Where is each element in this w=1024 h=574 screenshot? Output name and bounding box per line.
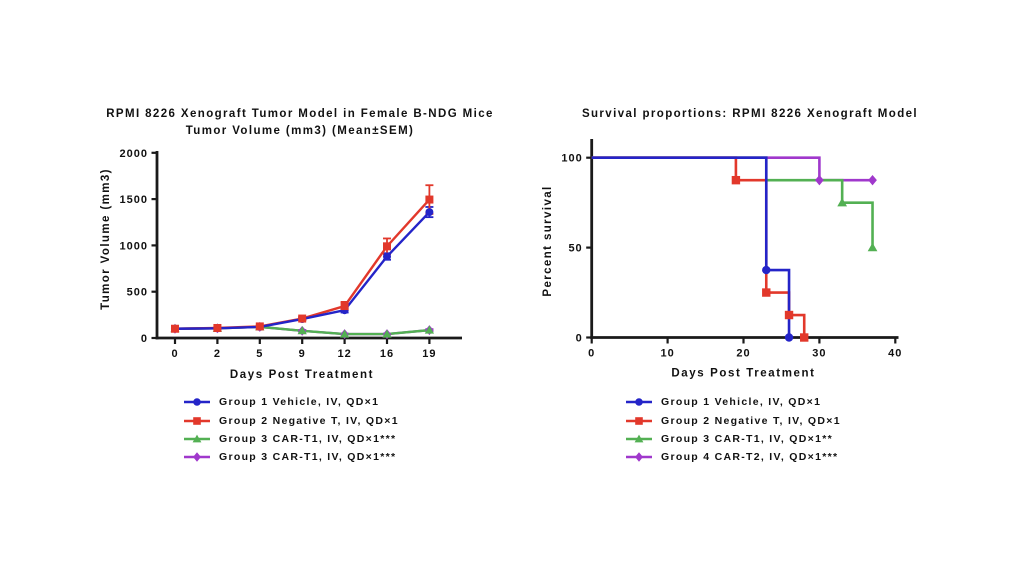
group1-legend-marker-icon: [626, 398, 652, 406]
square-marker: [340, 302, 349, 311]
square-marker: [298, 314, 307, 323]
group4-legend-marker-icon: [184, 452, 210, 463]
survival-plot: 0 50 100 0 10 20 30 40 Days Post Treatment Percen…: [542, 139, 902, 380]
series-line: [174, 211, 431, 330]
legend-item: Group 3 CAR-T1, IV, QD×1***: [183, 448, 399, 466]
square-marker: [425, 195, 434, 204]
square-marker: [193, 416, 201, 425]
circle-marker: [784, 333, 794, 342]
x-tick-label: 9: [299, 348, 306, 360]
x-tick-label: 19: [422, 348, 436, 360]
triangle-marker: [424, 325, 435, 334]
legend-label: Group 1 Vehicle, IV, QD×1: [219, 396, 380, 409]
circle-marker: [635, 398, 643, 406]
survival-step-line: [591, 156, 874, 248]
chart-title: Survival proportions: RPMI 8226 Xenograf…: [530, 100, 970, 123]
y-axis-label: Percent survival: [542, 185, 554, 296]
legend-label: Group 3 CAR-T1, IV, QD×1***: [219, 451, 397, 464]
legend-label: Group 4 CAR-T2, IV, QD×1***: [661, 451, 839, 464]
legend-item: Group 1 Vehicle, IV, QD×1: [183, 393, 399, 411]
circle-marker: [762, 265, 771, 275]
x-axis-label: Days Post Treatment: [230, 369, 374, 381]
triangle-marker: [634, 434, 644, 443]
x-tick-label: 20: [736, 348, 750, 360]
x-tick-label: 40: [888, 348, 902, 360]
tumor-volume-legend: Group 1 Vehicle, IV, QD×1 Group 2 Negati…: [183, 393, 399, 467]
square-marker: [800, 333, 809, 342]
y-tick-label: 1000: [120, 240, 148, 252]
y-tick-label: 50: [568, 243, 582, 255]
x-tick-label: 30: [812, 348, 826, 360]
x-axis-label: Days Post Treatment: [671, 368, 815, 380]
survival-chart: Survival proportions: RPMI 8226 Xenograf…: [530, 100, 970, 480]
square-marker: [731, 175, 741, 185]
x-tick-label: 2: [214, 348, 221, 360]
triangle-marker: [382, 329, 392, 338]
circle-marker: [193, 398, 201, 406]
y-tick-label: 2000: [120, 148, 148, 160]
survival-step-line: [591, 156, 806, 338]
series-line: [174, 198, 431, 330]
x-tick-label: 5: [256, 348, 263, 360]
chart-title: RPMI 8226 Xenograft Tumor Model in Femal…: [60, 100, 540, 140]
survival-legend: Group 1 Vehicle, IV, QD×1 Group 2 Negati…: [625, 393, 841, 467]
tumor-volume-plot: 0 500 1000 1500 2000 0 2 5 9 12 16 19 Days Post Trea…: [100, 148, 462, 381]
legend-item: Group 2 Negative T, IV, QD×1: [625, 411, 841, 429]
legend-item: Group 1 Vehicle, IV, QD×1: [625, 393, 841, 411]
y-axis-label: Tumor Volume (mm3): [100, 168, 112, 310]
diamond-marker: [193, 452, 201, 463]
group2-legend-marker-icon: [626, 416, 652, 425]
legend-item: Group 3 CAR-T1, IV, QD×1***: [183, 430, 399, 448]
legend-label: Group 2 Negative T, IV, QD×1: [661, 414, 841, 427]
group3-legend-marker-icon: [184, 434, 210, 443]
triangle-marker: [339, 329, 350, 338]
square-marker: [383, 242, 391, 251]
square-marker: [171, 324, 179, 333]
square-marker: [635, 416, 643, 425]
legend-label: Group 1 Vehicle, IV, QD×1: [661, 396, 822, 409]
group1-legend-marker-icon: [184, 398, 210, 406]
triangle-marker: [867, 242, 878, 252]
x-tick-label: 10: [660, 348, 674, 360]
y-tick-label: 0: [141, 333, 148, 345]
tumor-volume-chart: RPMI 8226 Xenograft Tumor Model in Femal…: [60, 100, 540, 480]
group4-legend-marker-icon: [626, 452, 652, 463]
y-tick-label: 100: [561, 153, 582, 165]
square-marker: [213, 323, 222, 332]
y-tick-label: 500: [127, 287, 148, 299]
legend-label: Group 3 CAR-T1, IV, QD×1**: [661, 432, 833, 445]
chart-title-line1: Survival proportions: RPMI 8226 Xenograf…: [581, 108, 919, 120]
diamond-marker: [868, 174, 877, 186]
triangle-marker: [192, 434, 202, 443]
diamond-marker: [635, 452, 643, 463]
x-tick-label: 16: [380, 348, 394, 360]
group3-legend-marker-icon: [626, 434, 652, 443]
square-marker: [762, 288, 771, 297]
circle-marker: [425, 208, 434, 217]
circle-marker: [383, 252, 391, 261]
survival-step-line: [591, 156, 791, 338]
triangle-marker: [297, 326, 307, 335]
legend-label: Group 2 Negative T, IV, QD×1: [219, 414, 399, 427]
legend-item: Group 3 CAR-T1, IV, QD×1**: [625, 430, 841, 448]
x-tick-label: 0: [588, 348, 595, 360]
chart-title-line1: RPMI 8226 Xenograft Tumor Model in Femal…: [106, 108, 494, 120]
legend-item: Group 2 Negative T, IV, QD×1: [183, 411, 399, 429]
group2-legend-marker-icon: [184, 416, 210, 425]
triangle-marker: [837, 197, 848, 207]
chart-title-line2: Tumor Volume (mm3) (Mean±SEM): [185, 125, 415, 137]
y-tick-label: 1500: [120, 194, 148, 206]
diamond-marker: [815, 174, 824, 186]
x-tick-label: 12: [337, 348, 351, 360]
square-marker: [784, 310, 794, 320]
legend-label: Group 3 CAR-T1, IV, QD×1***: [219, 432, 397, 445]
y-tick-label: 0: [576, 333, 583, 345]
x-tick-label: 0: [171, 348, 178, 360]
square-marker: [255, 322, 264, 331]
legend-item: Group 4 CAR-T2, IV, QD×1***: [625, 448, 841, 466]
